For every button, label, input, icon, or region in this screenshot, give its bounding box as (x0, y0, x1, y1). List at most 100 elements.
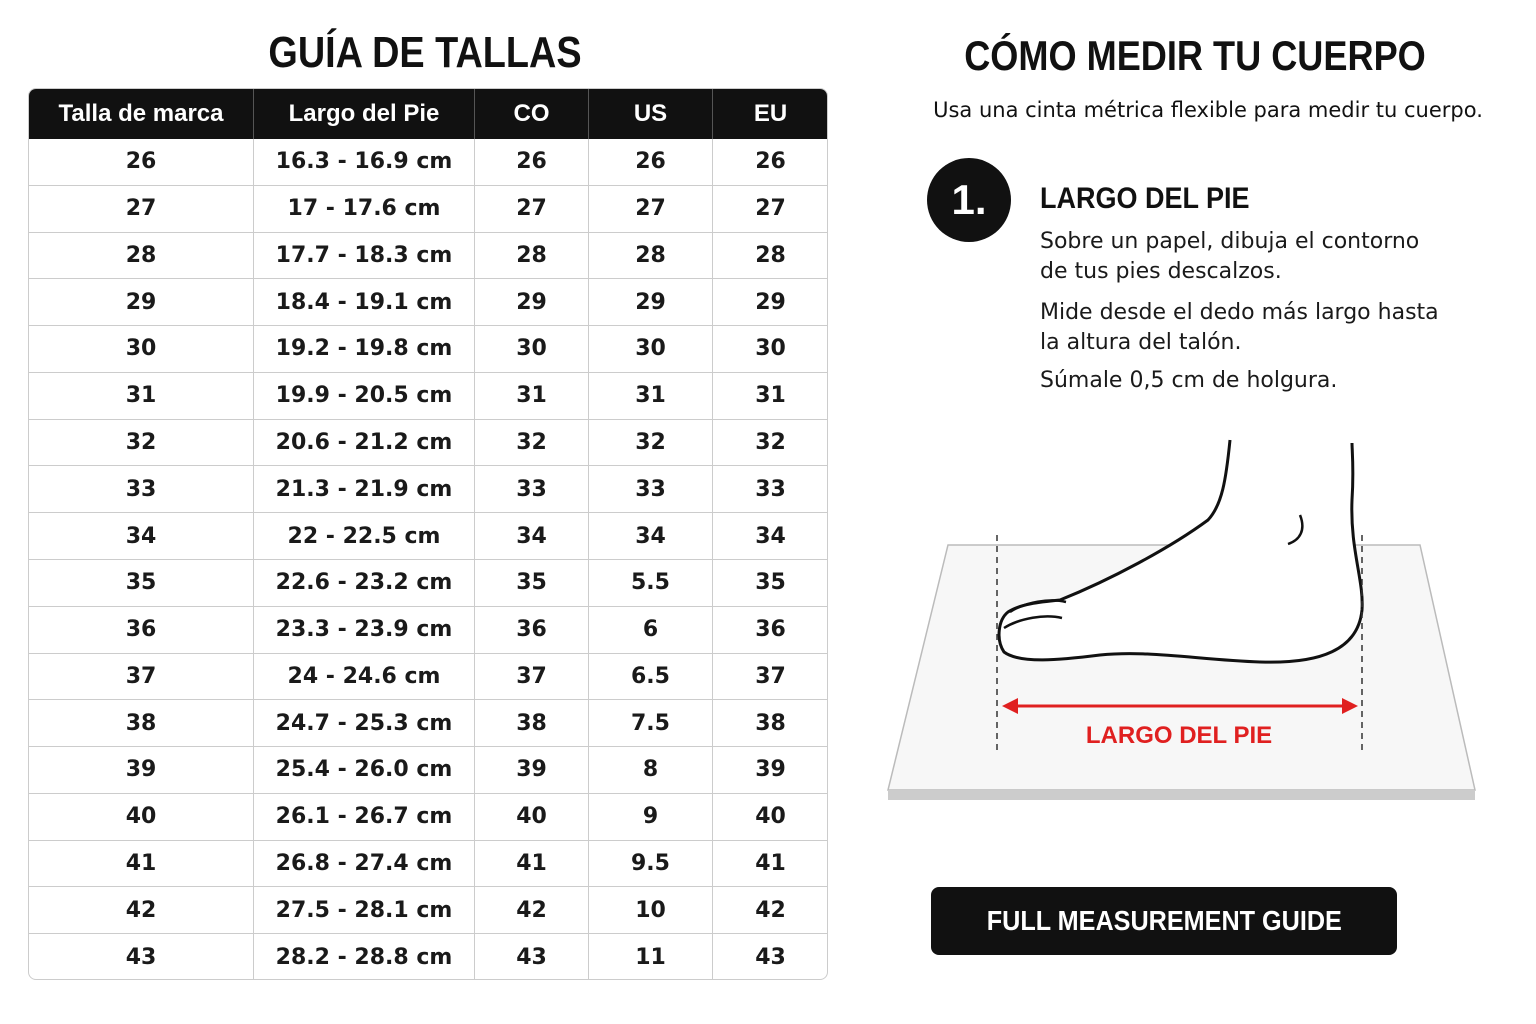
table-cell: 30 (589, 326, 713, 373)
step-number: 1. (927, 158, 1011, 242)
table-cell: 29 (713, 279, 827, 327)
table-cell: 28 (29, 232, 254, 280)
measure-subtitle: Usa una cinta métrica flexible para medi… (933, 98, 1483, 122)
table-cell: 41 (29, 840, 254, 888)
table-cell: 27 (713, 186, 827, 233)
table-cell: 24 - 24.6 cm (254, 653, 475, 701)
step-title: LARGO DEL PIE (1040, 182, 1250, 215)
table-cell: 9.5 (589, 840, 713, 888)
table-cell: 29 (589, 279, 713, 327)
table-cell: 31 (713, 373, 827, 420)
table-cell: 16.3 - 16.9 cm (254, 139, 475, 186)
table-cell: 24.7 - 25.3 cm (254, 700, 475, 748)
table-cell: 40 (29, 793, 254, 841)
table-cell: 43 (29, 934, 254, 979)
table-cell: 27 (589, 185, 713, 233)
table-cell: 34 (475, 513, 589, 560)
table-cell: 22 - 22.5 cm (254, 513, 475, 560)
table-cell: 10 (589, 887, 713, 935)
table-cell: 43 (713, 934, 827, 979)
table-cell: 20.6 - 21.2 cm (254, 419, 475, 467)
table-cell: 11 (589, 934, 713, 979)
table-cell: 37 (29, 653, 254, 701)
table-cell: 42 (29, 887, 254, 935)
table-cell: 37 (475, 653, 589, 701)
table-cell: 17.7 - 18.3 cm (254, 232, 475, 280)
table-cell: 32 (713, 420, 827, 467)
table-cell: 29 (475, 279, 589, 327)
table-cell: 9 (589, 793, 713, 841)
diagram-label: LARGO DEL PIE (1086, 722, 1272, 749)
table-cell: 36 (29, 606, 254, 654)
table-cell: 39 (29, 747, 254, 794)
table-header: Talla de marca (29, 89, 254, 139)
table-cell: 21.3 - 21.9 cm (254, 466, 475, 514)
button-label: FULL MEASUREMENT GUIDE (986, 905, 1342, 936)
arrow-head (1342, 698, 1358, 714)
table-cell: 43 (475, 934, 589, 979)
table-header: Largo del Pie (254, 89, 475, 139)
table-cell: 31 (29, 372, 254, 420)
table-cell: 32 (29, 419, 254, 467)
table-cell: 19.9 - 20.5 cm (254, 372, 475, 420)
table-cell: 17 - 17.6 cm (254, 185, 475, 233)
table-cell: 19.2 - 19.8 cm (254, 326, 475, 373)
table-cell: 30 (29, 326, 254, 373)
table-cell: 32 (475, 419, 589, 467)
table-cell: 38 (29, 700, 254, 748)
foot-outline (997, 439, 1364, 664)
table-cell: 28 (589, 232, 713, 280)
table-cell: 8 (589, 747, 713, 794)
table-header: EU (713, 89, 827, 139)
table-cell: 42 (713, 887, 827, 935)
table-cell: 34 (589, 513, 713, 560)
table-cell: 33 (29, 466, 254, 514)
arrow-head (1002, 698, 1018, 714)
paper (887, 544, 1476, 791)
table-cell: 18.4 - 19.1 cm (254, 279, 475, 327)
step-text: Sobre un papel, dibuja el contorno de tu… (1040, 229, 1420, 284)
table-cell: 32 (589, 419, 713, 467)
table-cell: 26 (589, 139, 713, 186)
table-cell: 36 (475, 606, 589, 654)
table-cell: 23.3 - 23.9 cm (254, 606, 475, 654)
table-header: US (589, 89, 713, 139)
table-cell: 6 (589, 606, 713, 654)
table-cell: 6.5 (589, 653, 713, 701)
table-cell: 31 (589, 372, 713, 420)
table-cell: 37 (713, 654, 827, 701)
table-cell: 27 (475, 185, 589, 233)
table-cell: 35 (475, 560, 589, 607)
measure-title: CÓMO MEDIR TU CUERPO (964, 32, 1426, 79)
table-cell: 30 (475, 326, 589, 373)
table-cell: 35 (713, 560, 827, 607)
table-cell: 26.1 - 26.7 cm (254, 793, 475, 841)
table-cell: 31 (475, 372, 589, 420)
size-table: Talla de marca Largo del Pie CO US EU 26 16.3 … (28, 88, 828, 980)
table-cell: 28.2 - 28.8 cm (254, 934, 475, 979)
table-cell: 29 (29, 279, 254, 327)
table-cell: 26 (475, 139, 589, 186)
step-text: Mide desde el dedo más largo hasta la al… (1040, 300, 1439, 355)
foot-detail (1003, 514, 1304, 630)
table-cell: 34 (29, 513, 254, 560)
table-cell: 27 (29, 185, 254, 233)
paper-edge (888, 790, 1475, 800)
table-cell: 41 (713, 841, 827, 888)
table-cell: 35 (29, 560, 254, 607)
step-text: Súmale 0,5 cm de holgura. (1040, 368, 1338, 393)
table-cell: 38 (713, 700, 827, 748)
guide-button[interactable]: FULL MEASUREMENT GUIDE (931, 887, 1397, 955)
size-guide-title: GUÍA DE TALLAS (268, 28, 582, 77)
table-cell: 33 (475, 466, 589, 514)
table-cell: 42 (475, 887, 589, 935)
table-cell: 33 (589, 466, 713, 514)
table-cell: 22.6 - 23.2 cm (254, 560, 475, 607)
table-cell: 39 (475, 747, 589, 794)
table-cell: 7.5 (589, 700, 713, 748)
table-cell: 39 (713, 747, 827, 794)
table-cell: 26 (29, 139, 254, 186)
table-cell: 38 (475, 700, 589, 748)
table-cell: 40 (713, 794, 827, 841)
